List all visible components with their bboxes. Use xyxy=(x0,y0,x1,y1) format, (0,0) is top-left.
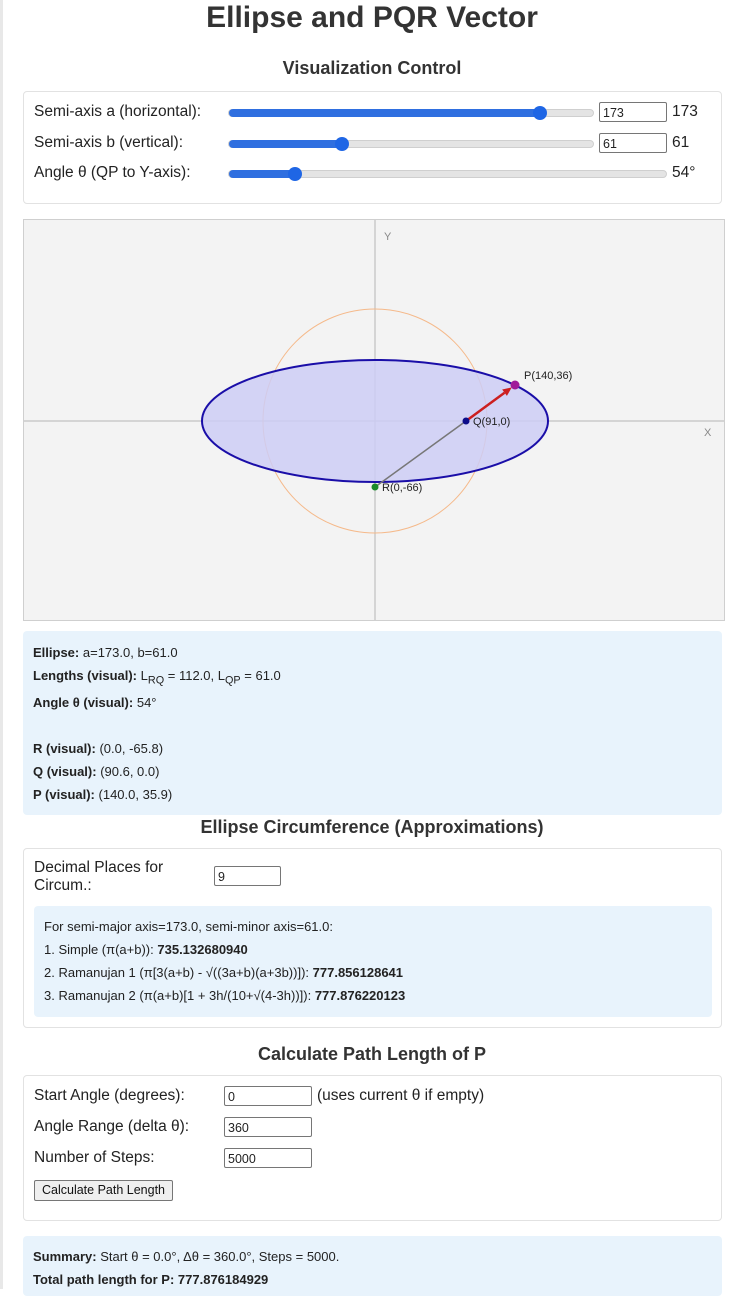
semi-b-slider-fill xyxy=(229,140,343,148)
point-r-label: R(0,-66) xyxy=(382,482,422,494)
steps-input[interactable]: 5000 xyxy=(224,1148,312,1168)
r-info-label: R (visual): xyxy=(33,741,96,756)
point-q-label: Q(91,0) xyxy=(473,416,510,428)
circumference-panel: Decimal Places for Circum.: 9 For semi-ma… xyxy=(23,848,722,1028)
r-info-value: (0.0, -65.8) xyxy=(99,741,164,756)
semi-b-slider-thumb[interactable] xyxy=(335,137,350,151)
angle-range-input[interactable]: 360 xyxy=(224,1117,312,1137)
p-info: P (visual): (140.0, 35.9) xyxy=(33,787,172,802)
rq-segment xyxy=(374,420,467,488)
page-edge xyxy=(0,0,3,1289)
angle-info: Angle θ (visual): 54° xyxy=(33,695,157,710)
ellipse-info-label: Ellipse: xyxy=(33,645,80,660)
decimal-places-label: Decimal Places for Circum.: xyxy=(34,859,163,895)
angle-range-label: Angle Range (delta θ): xyxy=(34,1118,190,1135)
circumference-ramanujan1: 2. Ramanujan 1 (π[3(a+b) - √((3a+b)(a+3b… xyxy=(44,965,403,980)
decimal-places-input[interactable]: 9 xyxy=(214,866,281,886)
semi-a-slider-thumb[interactable] xyxy=(533,106,548,120)
simple-value: 735.132680940 xyxy=(157,942,248,957)
ellipse-info-value: a=173.0, b=61.0 xyxy=(82,645,178,660)
r-info: R (visual): (0.0, -65.8) xyxy=(33,741,163,756)
point-r[interactable] xyxy=(371,483,379,491)
ellipse-canvas[interactable]: Y X P(140,36) Q(91,0) R(0,-66) xyxy=(23,219,725,621)
path-length-panel: Start Angle (degrees): 0 (uses current θ… xyxy=(23,1075,722,1221)
y-axis-label: Y xyxy=(384,231,392,243)
p-info-label: P (visual): xyxy=(33,787,95,802)
qp-arrow-line xyxy=(465,391,506,423)
semi-b-value: 61 xyxy=(672,134,690,151)
summary-label: Summary: xyxy=(33,1249,97,1264)
semi-a-slider-fill xyxy=(229,109,541,117)
path-length-heading: Calculate Path Length of P xyxy=(257,1044,487,1064)
decimal-places-label-line1: Decimal Places for xyxy=(34,859,164,876)
length-qp-value: = 61.0 xyxy=(244,668,281,683)
visual-info-box: Ellipse: a=173.0, b=61.0 Lengths (visual… xyxy=(23,631,722,815)
length-rq-symbol: L xyxy=(140,668,148,683)
page-title: Ellipse and PQR Vector xyxy=(206,1,538,34)
q-info-label: Q (visual): xyxy=(33,764,97,779)
qp-arrow-head xyxy=(502,387,512,396)
angle-info-value: 54° xyxy=(136,695,157,710)
ellipse-svg: Y X P(140,36) Q(91,0) R(0,-66) xyxy=(24,220,724,620)
x-axis-label: X xyxy=(704,427,712,439)
p-info-value: (140.0, 35.9) xyxy=(98,787,173,802)
circumference-heading: Ellipse Circumference (Approximations) xyxy=(200,817,544,837)
semi-a-label: Semi-axis a (horizontal): xyxy=(34,103,202,120)
calculate-path-button[interactable]: Calculate Path Length xyxy=(34,1180,174,1201)
angle-label: Angle θ (QP to Y-axis): xyxy=(34,164,191,181)
angle-info-label: Angle θ (visual): xyxy=(33,695,134,710)
q-info-value: (90.6, 0.0) xyxy=(100,764,160,779)
lengths-info: Lengths (visual): LRQ = 112.0, LQP = 61.… xyxy=(33,668,281,687)
ramanujan1-label: 2. Ramanujan 1 (π[3(a+b) - √((3a+b)(a+3b… xyxy=(44,965,313,980)
semi-b-label: Semi-axis b (vertical): xyxy=(34,134,183,151)
controls-heading: Visualization Control xyxy=(282,58,462,78)
q-info: Q (visual): (90.6, 0.0) xyxy=(33,764,159,779)
lengths-info-label: Lengths (visual): xyxy=(33,668,138,683)
start-angle-label: Start Angle (degrees): xyxy=(34,1087,185,1104)
length-rq-value: = 112.0, xyxy=(167,668,218,683)
summary-line: Summary: Start θ = 0.0°, Δθ = 360.0°, St… xyxy=(33,1249,339,1264)
semi-b-slider[interactable] xyxy=(228,137,594,151)
simple-label: 1. Simple (π(a+b)): xyxy=(44,942,158,957)
circumference-intro: For semi-major axis=173.0, semi-minor ax… xyxy=(44,919,333,934)
summary-text: Start θ = 0.0°, Δθ = 360.0°, Steps = 500… xyxy=(96,1249,340,1264)
semi-a-value: 173 xyxy=(672,103,698,120)
summary-total: Total path length for P: 777.876184929 xyxy=(33,1272,269,1287)
circumference-ramanujan2: 3. Ramanujan 2 (π(a+b)[1 + 3h/(10+√(4-3h… xyxy=(44,988,405,1003)
semi-a-input[interactable]: 173 xyxy=(599,102,667,122)
start-angle-hint: (uses current θ if empty) xyxy=(317,1087,485,1104)
point-p-label: P(140,36) xyxy=(524,370,572,382)
decimal-places-label-line2: Circum.: xyxy=(34,877,92,894)
controls-panel: Semi-axis a (horizontal): 173 173 Semi-a… xyxy=(23,91,722,204)
angle-value: 54° xyxy=(672,164,696,181)
angle-slider-fill xyxy=(229,170,295,178)
ramanujan1-value: 777.856128641 xyxy=(312,965,404,980)
length-qp-symbol: L xyxy=(217,668,225,683)
point-p[interactable] xyxy=(510,380,520,390)
ramanujan2-label: 3. Ramanujan 2 (π(a+b)[1 + 3h/(10+√(4-3h… xyxy=(44,988,315,1003)
start-angle-input[interactable]: 0 xyxy=(224,1086,312,1106)
circumference-results: For semi-major axis=173.0, semi-minor ax… xyxy=(34,906,712,1017)
ellipse-shape xyxy=(201,359,549,483)
ellipse-info: Ellipse: a=173.0, b=61.0 xyxy=(33,645,178,660)
point-q[interactable] xyxy=(462,417,470,425)
circumference-simple: 1. Simple (π(a+b)): 735.132680940 xyxy=(44,942,248,957)
angle-slider-thumb[interactable] xyxy=(287,167,302,181)
summary-box: Summary: Start θ = 0.0°, Δθ = 360.0°, St… xyxy=(23,1236,722,1296)
semi-a-slider[interactable] xyxy=(228,106,594,120)
steps-label: Number of Steps: xyxy=(34,1149,155,1166)
angle-slider[interactable] xyxy=(228,167,667,181)
ramanujan2-value: 777.876220123 xyxy=(314,988,406,1003)
length-qp-subscript: QP xyxy=(224,674,241,687)
length-rq-subscript: RQ xyxy=(147,674,165,687)
semi-b-input[interactable]: 61 xyxy=(599,133,667,153)
